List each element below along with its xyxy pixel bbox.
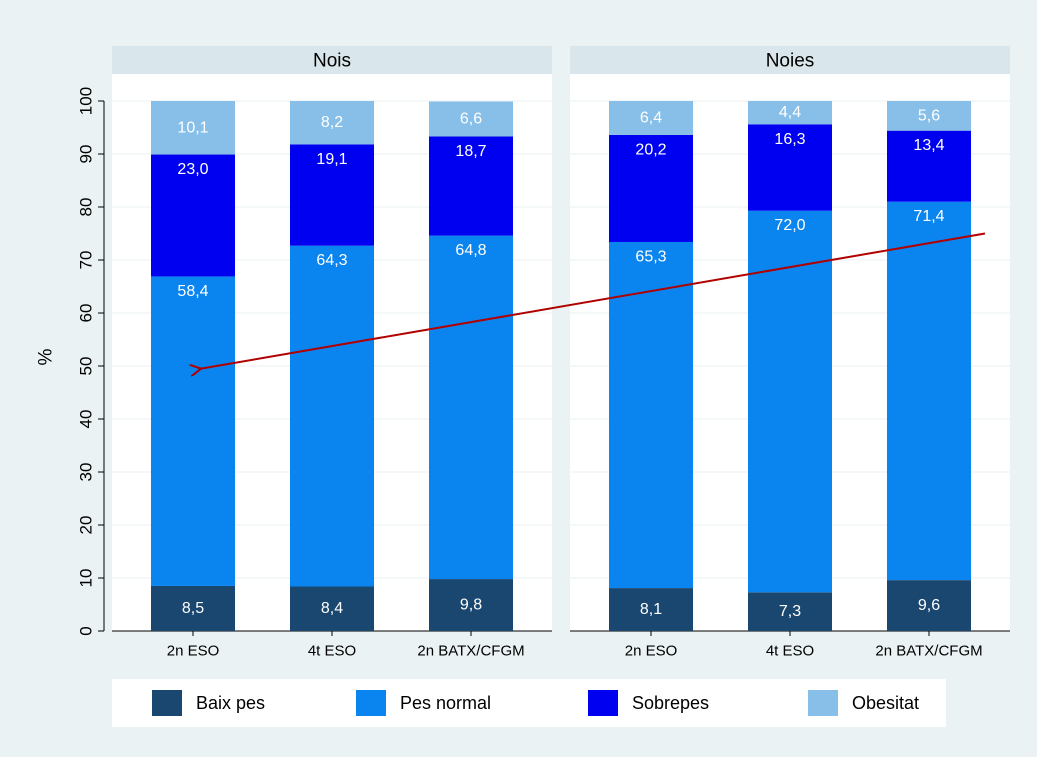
x-tick-label: 2n ESO: [625, 643, 678, 660]
bar-obesitat: [290, 101, 374, 145]
data-label: 8,5: [182, 600, 204, 617]
bar-sobrepes: [290, 144, 374, 246]
data-label: 19,1: [316, 151, 347, 168]
data-label: 8,1: [640, 601, 662, 618]
data-label: 18,7: [455, 143, 486, 160]
y-axis-title: %: [36, 348, 57, 365]
bar-baix-pes: [151, 585, 235, 631]
x-tick-label: 2n BATX/CFGM: [417, 643, 524, 660]
bar-sobrepes: [609, 134, 693, 242]
bar-obesitat: [151, 101, 235, 155]
bar-sobrepes: [748, 124, 832, 211]
data-label: 13,4: [913, 137, 944, 154]
bar-baix-pes: [887, 580, 971, 631]
bar-pes-normal: [429, 235, 513, 580]
panel-title: Noies: [766, 51, 815, 72]
data-label: 20,2: [635, 141, 666, 158]
data-label: 16,3: [774, 131, 805, 148]
legend: Baix pes Pes normal Sobrepes Obesitat: [112, 679, 946, 727]
bar-pes-normal: [290, 245, 374, 587]
bar-pes-normal: [887, 201, 971, 581]
x-tick-label: 2n BATX/CFGM: [875, 643, 982, 660]
y-tick-label: 80: [77, 198, 96, 217]
data-label: 23,0: [177, 161, 208, 178]
bar-sobrepes: [887, 130, 971, 202]
y-tick-label: 50: [77, 357, 96, 376]
data-label: 6,6: [460, 111, 482, 128]
y-tick-label: 0: [77, 626, 96, 635]
data-label: 64,3: [316, 252, 347, 269]
bar-baix-pes: [290, 586, 374, 631]
y-tick-label: 70: [77, 251, 96, 270]
y-tick-label: 100: [77, 87, 96, 115]
data-label: 8,2: [321, 114, 343, 131]
panel-strip: [112, 46, 552, 74]
bar-obesitat: [609, 101, 693, 135]
data-label: 58,4: [177, 283, 208, 300]
data-label: 7,3: [779, 603, 801, 620]
x-tick-label: 4t ESO: [766, 643, 814, 660]
legend-swatch: [356, 690, 386, 716]
data-label: 5,6: [918, 107, 940, 124]
bar-pes-normal: [151, 276, 235, 586]
trend-arrow: [201, 232, 986, 369]
bar-sobrepes: [151, 154, 235, 277]
data-label: 6,4: [640, 109, 662, 126]
bar-pes-normal: [748, 210, 832, 593]
data-label: 71,4: [913, 208, 944, 225]
data-label: 8,4: [321, 600, 343, 617]
legend-label: Sobrepes: [632, 693, 709, 713]
legend-swatch: [588, 690, 618, 716]
bar-obesitat: [429, 101, 513, 137]
legend-swatch: [808, 690, 838, 716]
data-label: 9,8: [460, 597, 482, 614]
bar-obesitat: [748, 101, 832, 125]
data-label: 65,3: [635, 248, 666, 265]
legend-swatch: [152, 690, 182, 716]
bar-baix-pes: [609, 588, 693, 631]
panel-title: Nois: [313, 51, 351, 72]
panel-nois: Nois 8,5 58,4 23,0 10,1 2n ESO 8,4 64,3 19,1 8,2 4…: [112, 46, 552, 660]
data-label: 64,8: [455, 242, 486, 259]
y-tick-label: 60: [77, 304, 96, 323]
bar-baix-pes: [748, 592, 832, 631]
bar-baix-pes: [429, 579, 513, 631]
x-tick-label: 2n ESO: [167, 643, 220, 660]
panel-strip: [570, 46, 1010, 74]
x-tick-label: 4t ESO: [308, 643, 356, 660]
bar-obesitat: [887, 101, 971, 131]
y-tick-label: 40: [77, 410, 96, 429]
data-label: 9,6: [918, 597, 940, 614]
bar-sobrepes: [429, 136, 513, 236]
legend-box: [112, 679, 946, 727]
legend-label: Baix pes: [196, 693, 265, 713]
bar-pes-normal: [609, 241, 693, 589]
y-tick-label: 20: [77, 516, 96, 535]
y-axis: 0 10 20 30 40 50 60 70 80 90 100: [77, 87, 105, 636]
panel-noies: Noies 8,1 65,3 20,2 6,4 2n ESO 7,3 72,0 16,3 4,4 4…: [570, 46, 1010, 660]
y-tick-label: 30: [77, 463, 96, 482]
data-label: 72,0: [774, 217, 805, 234]
legend-label: Obesitat: [852, 693, 919, 713]
y-tick-label: 10: [77, 569, 96, 588]
data-label: 10,1: [177, 119, 208, 136]
legend-label: Pes normal: [400, 693, 491, 713]
y-tick-label: 90: [77, 145, 96, 164]
data-label: 4,4: [779, 104, 801, 121]
